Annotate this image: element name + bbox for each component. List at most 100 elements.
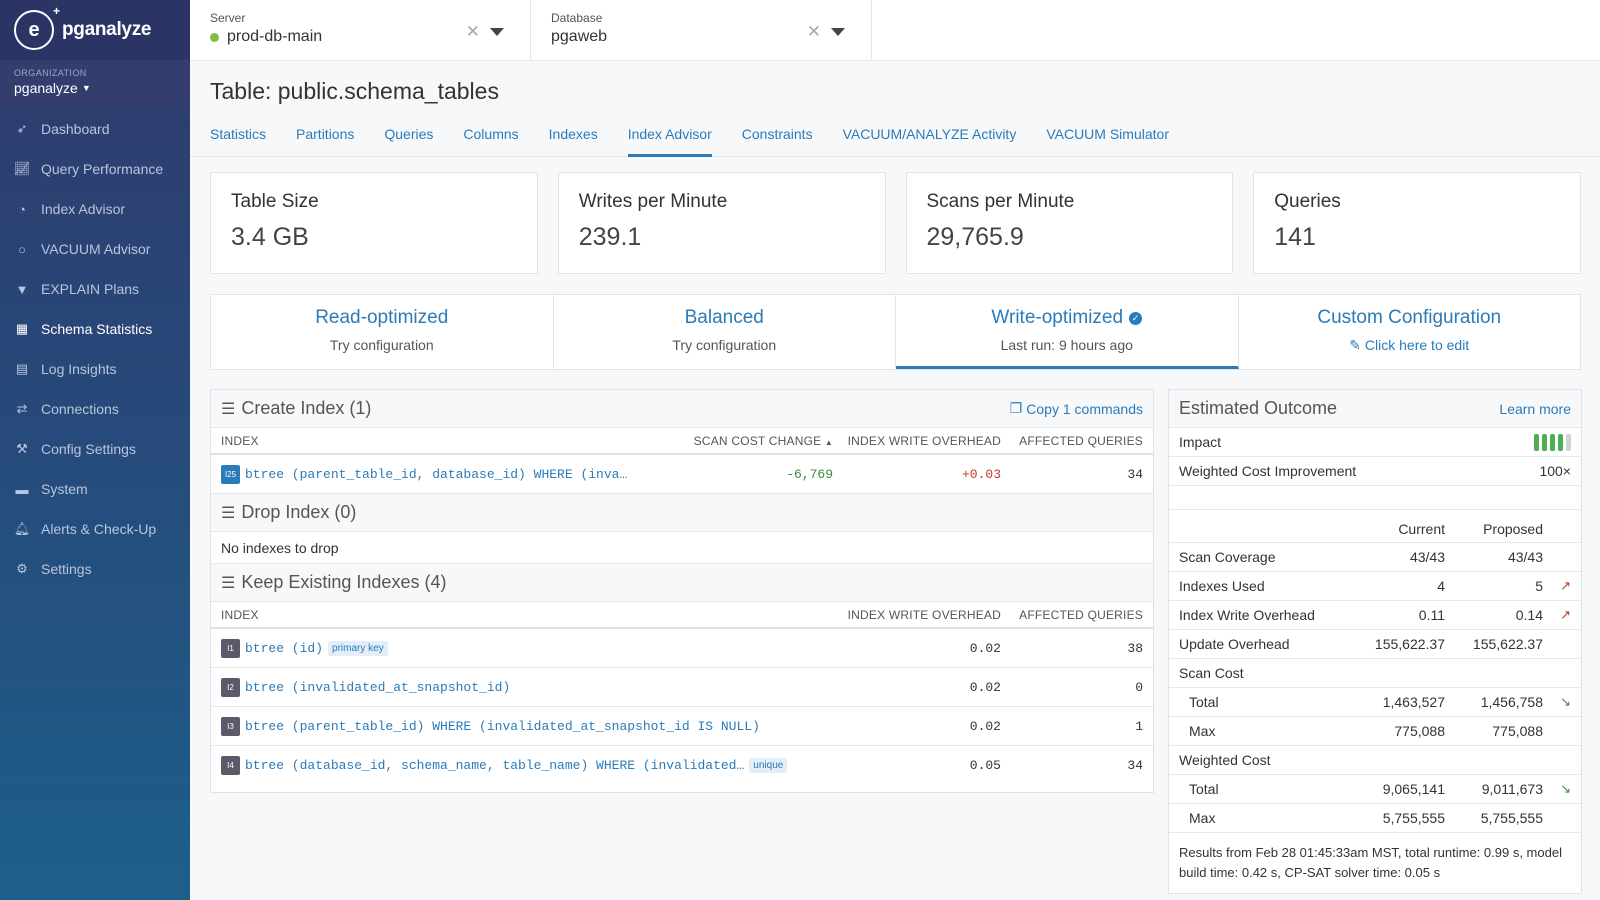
current-value: 43/43 [1409, 549, 1445, 565]
stat-label: Writes per Minute [578, 191, 728, 212]
config-write-optimized[interactable]: Write-optimized ✓ Last run: 9 hours ago [896, 295, 1239, 369]
results-footnote: Results from Feb 28 01:45:33am MST, tota… [1179, 845, 1562, 880]
tab-constraints[interactable]: Constraints [741, 126, 813, 142]
table-row[interactable]: I25 btree (parent_table_id, database_id) … [211, 455, 1153, 494]
sidebar-item-query-performance[interactable]: 📈︎ Query Performance [0, 149, 190, 189]
stat-cards: Table Size 3.4 GB Writes per Minute 239.… [210, 172, 1581, 274]
current-value: 155,622.37 [1374, 636, 1445, 652]
config-title: Balanced [684, 307, 764, 328]
sidebar-item-alerts[interactable]: 🔔︎ Alerts & Check-Up [0, 509, 190, 549]
sidebar-item-label: Schema Statistics [41, 321, 153, 337]
sidebar-item-system[interactable]: ▬ System [0, 469, 190, 509]
sidebar-item-label: Alerts & Check-Up [41, 521, 157, 537]
copy-commands-button[interactable]: ❐ Copy 1 commands [1010, 400, 1143, 417]
sidebar-item-vacuum-advisor[interactable]: ○ VACUUM Advisor [0, 229, 190, 269]
learn-more-link[interactable]: Learn more [1499, 400, 1571, 417]
sidebar-item-connections[interactable]: ⇄ Connections [0, 389, 190, 429]
tab-partitions[interactable]: Partitions [296, 126, 355, 142]
outcome-header: Estimated Outcome Learn more [1169, 390, 1581, 428]
sidebar-item-explain-plans[interactable]: ▼ EXPLAIN Plans [0, 269, 190, 309]
bell-icon: 🔔︎ [13, 521, 31, 536]
server-selector[interactable]: Server prod-db-main ✕ [190, 0, 531, 60]
row-label: Max [1189, 723, 1216, 739]
sidebar: e pganalyze ORGANIZATION pganalyze▼ ➶Das… [0, 0, 190, 900]
sidebar-item-index-advisor[interactable]: ◔ Index Advisor [0, 189, 190, 229]
chevron-down-icon[interactable] [490, 28, 504, 36]
row-value: 100× [1539, 463, 1571, 479]
clear-database-icon[interactable]: ✕ [806, 22, 821, 41]
impact-meter [1534, 433, 1571, 451]
col-current: Current [1398, 521, 1445, 537]
organization-selector[interactable]: ORGANIZATION pganalyze ▼ [0, 60, 190, 105]
server-value: prod-db-main [227, 28, 323, 45]
filter-icon: ▼ [15, 281, 29, 297]
clear-server-icon[interactable]: ✕ [465, 22, 480, 41]
affected-queries: 34 [1127, 758, 1143, 773]
proposed-value: 0.14 [1515, 607, 1543, 623]
circle-icon: ○ [18, 241, 26, 257]
row-label: Index Write Overhead [1179, 607, 1315, 623]
table-row[interactable]: I4 btree (database_id, schema_name, table… [211, 746, 1153, 785]
row-label: Indexes Used [1179, 578, 1265, 594]
sidebar-item-dashboard[interactable]: ➶ Dashboard [0, 109, 190, 149]
sidebar-item-schema-statistics[interactable]: ▦ Schema Statistics [0, 309, 190, 349]
tab-statistics[interactable]: Statistics [210, 126, 267, 142]
sidebar-item-label: VACUUM Advisor [41, 241, 151, 257]
list-add-icon: ☰ [221, 400, 236, 418]
config-read-optimized[interactable]: Read-optimized Try configuration [211, 295, 554, 369]
copy-icon: ❐ [1009, 400, 1023, 416]
stat-value: 141 [1274, 223, 1316, 251]
section-title: Create Index (1) [241, 398, 372, 418]
table-row[interactable]: I2 btree (invalidated_at_snapshot_id) 0.0… [211, 668, 1153, 707]
exchange-icon: ⇄ [16, 401, 28, 416]
sidebar-item-log-insights[interactable]: ▤ Log Insights [0, 349, 190, 389]
sidebar-item-settings[interactable]: ⚙ Settings [0, 549, 190, 589]
sidebar-item-label: Log Insights [41, 361, 117, 377]
list-check-icon: ☰ [221, 574, 236, 592]
gear-icon: ⚙ [16, 561, 28, 576]
table-row[interactable]: I1 btree (id) primary key 0.02 38 [211, 629, 1153, 668]
tab-columns[interactable]: Columns [463, 126, 519, 142]
config-subtitle: Try configuration [672, 337, 777, 353]
edit-icon: ✎ [1349, 337, 1362, 353]
drop-index-header: ☰ Drop Index (0) [211, 494, 1153, 532]
config-edit-link[interactable]: Click here to edit [1364, 337, 1470, 353]
impact-bar [1542, 433, 1547, 451]
tab-index-advisor[interactable]: Index Advisor [627, 114, 712, 157]
tab-queries[interactable]: Queries [384, 126, 434, 142]
caret-down-icon: ▼ [81, 83, 91, 93]
tab-indexes[interactable]: Indexes [548, 126, 598, 142]
chart-icon: 📈︎ [13, 161, 31, 176]
stat-value: 29,765.9 [926, 223, 1024, 251]
check-circle-icon: ✓ [1129, 311, 1143, 325]
index-definition-link[interactable]: btree (id) [245, 640, 324, 656]
trend-up-icon: ↗ [1560, 607, 1571, 622]
current-value: 1,463,527 [1382, 694, 1445, 710]
impact-bar [1566, 433, 1571, 451]
tab-vacuum-analyze-activity[interactable]: VACUUM/ANALYZE Activity [842, 126, 1017, 142]
proposed-value: 5,755,555 [1480, 810, 1543, 826]
table-row[interactable]: I3 btree (parent_table_id) WHERE (invalid… [211, 707, 1153, 746]
config-balanced[interactable]: Balanced Try configuration [554, 295, 896, 369]
index-definition-link[interactable]: btree (parent_table_id) WHERE (invalidat… [245, 718, 760, 734]
stat-label: Scans per Minute [926, 191, 1075, 212]
index-definition-link[interactable]: btree (invalidated_at_snapshot_id) [245, 679, 511, 695]
chevron-down-icon[interactable] [831, 28, 845, 36]
sidebar-item-label: Connections [41, 401, 119, 417]
index-recommendations-panel: ☰ Create Index (1) ❐ Copy 1 commands INDEX… [210, 389, 1154, 793]
elephant-logo-icon: e [14, 4, 60, 50]
tab-bar: Statistics Partitions Queries Columns In… [190, 114, 1600, 157]
list-remove-icon: ☰ [221, 504, 236, 522]
stat-card-scans-per-minute: Scans per Minute 29,765.9 [905, 172, 1234, 274]
index-definition-link[interactable]: btree (parent_table_id, database_id) WHE… [245, 466, 628, 482]
config-custom[interactable]: Custom Configuration ✎ Click here to edi… [1239, 295, 1581, 369]
outcome-row: Index Write Overhead 0.11 0.14 ↗ [1169, 601, 1581, 630]
affected-queries: 0 [1135, 679, 1143, 695]
index-badge: I4 [221, 756, 240, 775]
sidebar-item-config-settings[interactable]: ⚒ Config Settings [0, 429, 190, 469]
database-selector[interactable]: Database pgaweb ✕ [531, 0, 872, 60]
logo[interactable]: e pganalyze [0, 0, 190, 60]
tab-vacuum-simulator[interactable]: VACUUM Simulator [1046, 126, 1169, 142]
index-definition-link[interactable]: btree (database_id, schema_name, table_n… [245, 758, 745, 773]
col-scan-cost-change[interactable]: SCAN COST CHANGE ▲ [683, 434, 833, 448]
